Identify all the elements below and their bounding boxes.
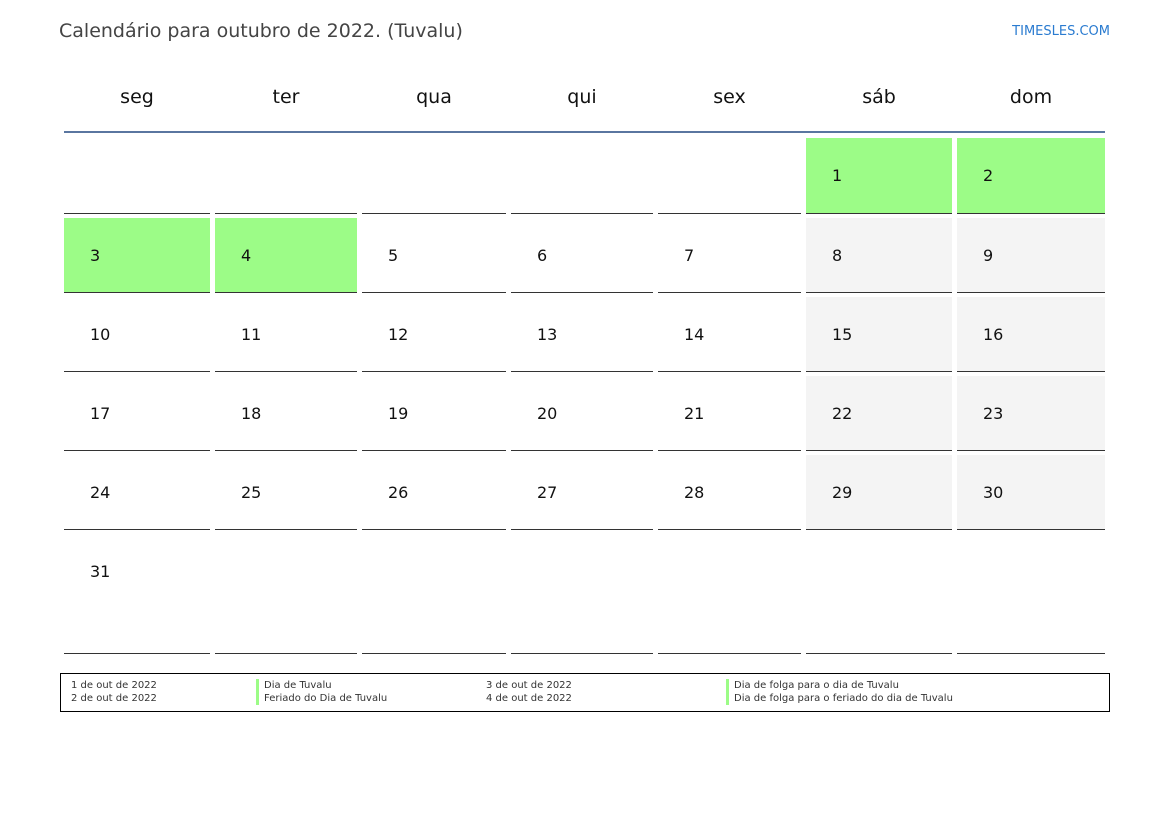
day-cell: 9 xyxy=(957,218,1105,293)
day-number: 29 xyxy=(832,483,853,502)
weekday-sat: sáb xyxy=(862,86,896,108)
holiday-legend: 1 de out de 2022 Dia de Tuvalu 2 de out … xyxy=(60,673,1110,712)
empty-cell xyxy=(215,138,357,214)
day-cell: 25 xyxy=(215,455,357,530)
day-cell: 3 xyxy=(64,218,210,293)
day-number: 8 xyxy=(832,246,843,265)
day-cell: 5 xyxy=(362,218,506,293)
day-number: 11 xyxy=(241,325,262,344)
day-number: 10 xyxy=(90,325,111,344)
legend-holiday-name: Feriado do Dia de Tuvalu xyxy=(256,692,387,705)
day-cell: 16 xyxy=(957,297,1105,372)
empty-cell xyxy=(362,138,506,214)
empty-cell xyxy=(806,534,952,654)
day-cell: 13 xyxy=(511,297,653,372)
day-cell: 12 xyxy=(362,297,506,372)
calendar-grid: 1 2 3 4 5 6 7 8 9 10 11 12 13 14 15 16 17 18 19 20 21 22 23 24 2… xyxy=(64,138,1105,654)
day-number: 19 xyxy=(388,404,409,423)
day-cell: 21 xyxy=(658,376,801,451)
legend-date: 3 de out de 2022 xyxy=(486,680,572,691)
day-number: 2 xyxy=(983,166,994,185)
day-number: 26 xyxy=(388,483,409,502)
weekday-header: seg ter qua qui sex sáb dom xyxy=(64,86,1105,108)
day-number: 16 xyxy=(983,325,1004,344)
day-cell: 15 xyxy=(806,297,952,372)
empty-cell xyxy=(64,138,210,214)
day-cell: 26 xyxy=(362,455,506,530)
day-number: 21 xyxy=(684,404,705,423)
weekday-sun: dom xyxy=(1009,86,1053,108)
day-number: 30 xyxy=(983,483,1004,502)
day-number: 7 xyxy=(684,246,695,265)
legend-holiday-name: Dia de folga para o feriado do dia de Tu… xyxy=(726,692,953,705)
day-number: 9 xyxy=(983,246,994,265)
weekday-wed: qua xyxy=(416,86,452,108)
header-divider xyxy=(64,131,1105,133)
weekday-thu: qui xyxy=(567,86,597,108)
weekday-tue: ter xyxy=(272,86,300,108)
day-number: 22 xyxy=(832,404,853,423)
empty-cell xyxy=(658,138,801,214)
day-cell: 4 xyxy=(215,218,357,293)
day-number: 25 xyxy=(241,483,262,502)
empty-cell xyxy=(511,138,653,214)
day-cell: 28 xyxy=(658,455,801,530)
day-number: 13 xyxy=(537,325,558,344)
legend-holiday-name: Dia de folga para o dia de Tuvalu xyxy=(726,679,899,692)
day-cell: 1 xyxy=(806,138,952,214)
day-cell: 24 xyxy=(64,455,210,530)
legend-date: 4 de out de 2022 xyxy=(486,693,572,704)
day-cell: 7 xyxy=(658,218,801,293)
day-cell: 19 xyxy=(362,376,506,451)
day-number: 4 xyxy=(241,246,252,265)
day-number: 1 xyxy=(832,166,843,185)
day-number: 14 xyxy=(684,325,705,344)
day-cell: 2 xyxy=(957,138,1105,214)
day-number: 31 xyxy=(90,562,111,581)
day-number: 12 xyxy=(388,325,409,344)
day-number: 3 xyxy=(90,246,101,265)
empty-cell xyxy=(658,534,801,654)
day-cell: 29 xyxy=(806,455,952,530)
day-cell: 8 xyxy=(806,218,952,293)
day-number: 23 xyxy=(983,404,1004,423)
day-number: 15 xyxy=(832,325,853,344)
weekday-mon: seg xyxy=(120,86,154,108)
day-number: 27 xyxy=(537,483,558,502)
weekday-fri: sex xyxy=(713,86,746,108)
day-number: 24 xyxy=(90,483,111,502)
day-number: 28 xyxy=(684,483,705,502)
day-cell: 18 xyxy=(215,376,357,451)
day-number: 6 xyxy=(537,246,548,265)
day-cell: 14 xyxy=(658,297,801,372)
legend-holiday-name: Dia de Tuvalu xyxy=(256,679,332,692)
day-cell: 10 xyxy=(64,297,210,372)
empty-cell xyxy=(511,534,653,654)
empty-cell xyxy=(957,534,1105,654)
day-cell: 6 xyxy=(511,218,653,293)
legend-date: 2 de out de 2022 xyxy=(71,693,157,704)
day-number: 17 xyxy=(90,404,111,423)
day-number: 5 xyxy=(388,246,399,265)
page-title: Calendário para outubro de 2022. (Tuvalu… xyxy=(59,20,463,42)
day-cell: 30 xyxy=(957,455,1105,530)
empty-cell xyxy=(215,534,357,654)
day-cell: 23 xyxy=(957,376,1105,451)
day-cell: 27 xyxy=(511,455,653,530)
day-cell: 17 xyxy=(64,376,210,451)
day-cell: 31 xyxy=(64,534,210,654)
day-number: 20 xyxy=(537,404,558,423)
legend-date: 1 de out de 2022 xyxy=(71,680,157,691)
empty-cell xyxy=(362,534,506,654)
day-number: 18 xyxy=(241,404,262,423)
day-cell: 11 xyxy=(215,297,357,372)
day-cell: 20 xyxy=(511,376,653,451)
day-cell: 22 xyxy=(806,376,952,451)
brand-link[interactable]: TIMESLES.COM xyxy=(1012,24,1110,39)
